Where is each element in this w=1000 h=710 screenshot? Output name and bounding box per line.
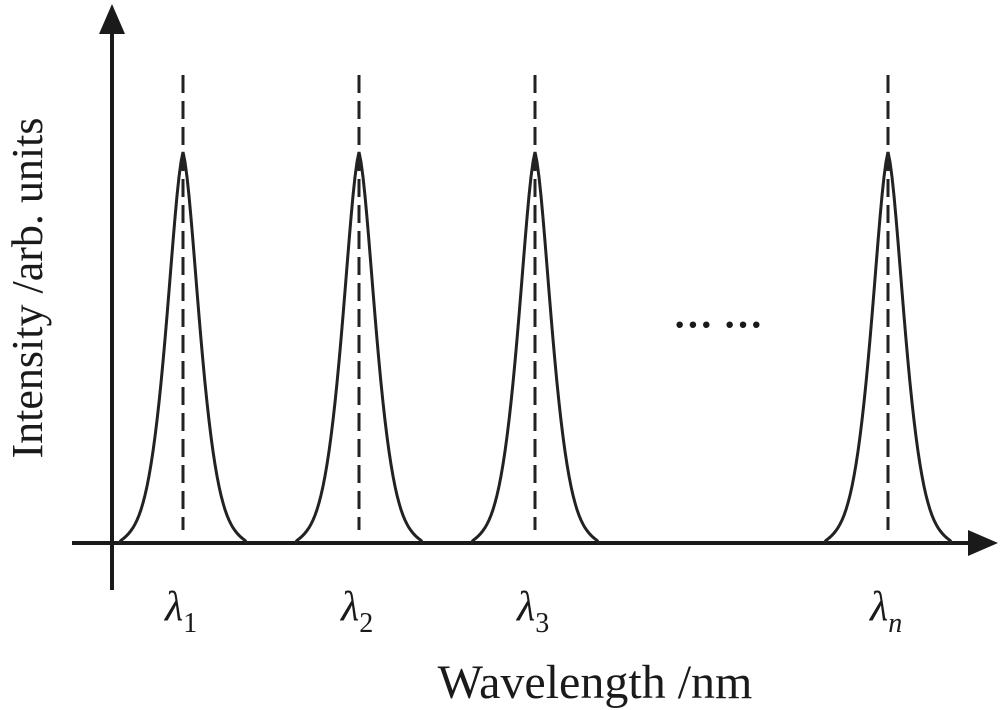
peak-symbol: λ: [339, 584, 359, 630]
peak-subscript: n: [888, 608, 902, 639]
peak-curve: [293, 151, 425, 544]
peak-subscript: 2: [359, 608, 373, 639]
y-axis-label: Intensity /arb. units: [3, 118, 52, 459]
peak-symbol: λ: [868, 584, 888, 630]
peak-curve: [117, 151, 249, 544]
peak-symbol: λ: [163, 584, 183, 630]
peak-label: λ1: [163, 584, 197, 639]
peak-curve: [469, 151, 601, 544]
peak-curve: [822, 151, 954, 544]
y-axis-arrow: [99, 4, 125, 34]
peak-label: λn: [868, 584, 902, 639]
peak-subscript: 3: [535, 608, 549, 639]
peak-label: λ2: [339, 584, 373, 639]
ellipsis: ··· ···: [673, 302, 763, 347]
x-axis-arrow: [968, 530, 998, 556]
peak-subscript: 1: [183, 608, 197, 639]
peak-label: λ3: [515, 584, 549, 639]
peaks: λ1 λ2 λ3 λn: [117, 75, 954, 639]
x-axis-label: Wavelength /nm: [438, 656, 753, 709]
peak-symbol: λ: [515, 584, 535, 630]
